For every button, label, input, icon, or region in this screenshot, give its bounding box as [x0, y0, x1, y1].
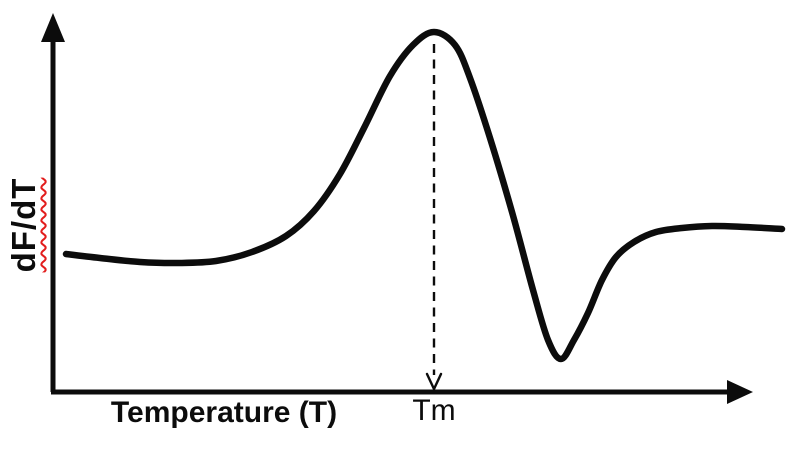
- x-axis-label: Temperature (T): [110, 396, 338, 429]
- tm-marker-arrowhead-icon: [425, 372, 443, 392]
- melt-curve: [62, 28, 786, 363]
- y-axis-label: dF/dT: [5, 177, 42, 273]
- x-axis-arrowhead-icon: [727, 380, 753, 404]
- tm-label: Tm: [412, 394, 456, 427]
- y-axis-arrowhead-icon: [41, 13, 65, 42]
